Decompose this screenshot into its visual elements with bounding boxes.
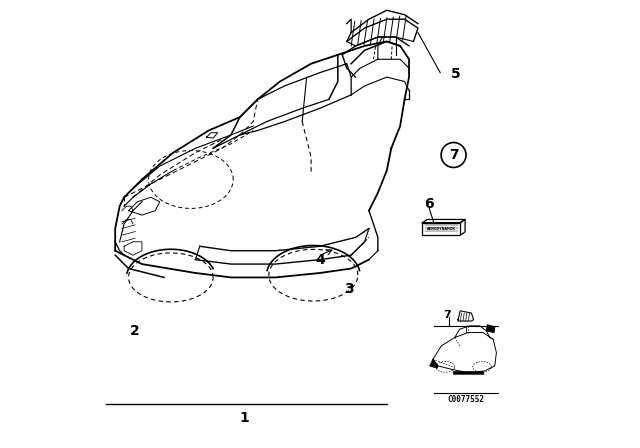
- Text: 6: 6: [424, 197, 434, 211]
- Text: 4: 4: [315, 253, 325, 267]
- Text: 2: 2: [131, 324, 140, 338]
- Text: AERODYNAMIK: AERODYNAMIK: [427, 227, 456, 231]
- Polygon shape: [429, 359, 438, 368]
- Text: 3: 3: [344, 281, 354, 296]
- Text: 5: 5: [451, 66, 461, 81]
- Text: C0077552: C0077552: [447, 396, 484, 405]
- Text: 1: 1: [239, 411, 249, 425]
- Polygon shape: [486, 325, 495, 332]
- Text: 7: 7: [449, 148, 458, 162]
- Text: 7: 7: [443, 310, 451, 320]
- Polygon shape: [453, 371, 484, 374]
